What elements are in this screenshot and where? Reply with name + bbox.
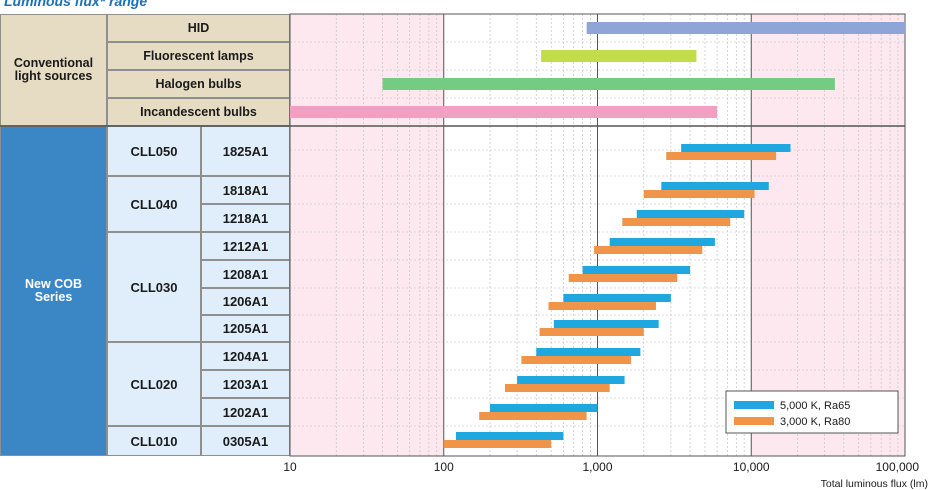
cob-bar-3000k-1: [643, 190, 755, 198]
model-1212a1: 1212A1: [201, 232, 290, 260]
conv-label-incandescent: Incandescent bulbs: [107, 98, 290, 126]
conv-bar-3: [290, 106, 718, 118]
cob-bar-5000k-3: [609, 238, 715, 246]
x-tick-label: 1,000: [582, 460, 612, 474]
legend-swatch-0: [734, 401, 774, 409]
cob-bar-3000k-0: [666, 152, 777, 160]
model-1208a1: 1208A1: [201, 260, 290, 288]
model-1202a1: 1202A1: [201, 398, 290, 426]
family-cll010: CLL010: [107, 426, 201, 456]
conv-bar-2: [382, 78, 835, 90]
cob-bar-3000k-8: [504, 384, 610, 392]
family-cll020: CLL020: [107, 342, 201, 426]
cob-bar-5000k-10: [455, 432, 564, 440]
family-cll050: CLL050: [107, 126, 201, 176]
group-label-conventional: Conventional light sources: [0, 14, 107, 126]
cob-bar-5000k-2: [636, 210, 745, 218]
conv-bar-0: [586, 22, 905, 34]
cob-bar-3000k-9: [479, 412, 587, 420]
family-cll030: CLL030: [107, 232, 201, 342]
family-cll040: CLL040: [107, 176, 201, 232]
conv-label-halogen: Halogen bulbs: [107, 70, 290, 98]
cob-bar-5000k-0: [681, 144, 791, 152]
model-1204a1: 1204A1: [201, 342, 290, 370]
conv-label-hid: HID: [107, 14, 290, 42]
legend-label-1: 3,000 K, Ra80: [780, 416, 850, 428]
model-1818a1: 1818A1: [201, 176, 290, 204]
cob-bar-3000k-7: [521, 356, 631, 364]
model-1203a1: 1203A1: [201, 370, 290, 398]
cob-bar-3000k-10: [443, 440, 552, 448]
cob-bar-3000k-3: [594, 246, 703, 254]
x-axis-label: Total luminous flux (lm): [821, 478, 928, 490]
cob-bar-3000k-5: [548, 302, 656, 310]
cob-bar-3000k-2: [622, 218, 731, 226]
group-label-cob: New COB Series: [0, 126, 107, 456]
model-1825a1: 1825A1: [201, 126, 290, 176]
legend-swatch-1: [734, 417, 774, 425]
cob-bar-5000k-9: [490, 404, 598, 412]
cob-bar-5000k-6: [553, 320, 659, 328]
conv-bar-1: [541, 50, 697, 62]
legend-box: [725, 390, 899, 434]
x-tick-label: 100: [434, 460, 454, 474]
cob-bar-3000k-4: [568, 274, 678, 282]
model-1218a1: 1218A1: [201, 204, 290, 232]
model-1205a1: 1205A1: [201, 315, 290, 342]
x-tick-label: 10,000: [733, 460, 770, 474]
plot-frame: [289, 13, 906, 457]
legend-label-0: 5,000 K, Ra65: [780, 400, 850, 412]
cob-bar-5000k-4: [582, 266, 691, 274]
x-tick-label: 10: [283, 460, 297, 474]
chart-title: Luminous flux* range: [4, 0, 148, 9]
cob-bar-5000k-8: [517, 376, 625, 384]
x-tick-label: 100,000: [876, 460, 920, 474]
cob-bar-3000k-6: [539, 328, 644, 336]
cob-bar-5000k-7: [536, 348, 641, 356]
cob-bar-5000k-5: [563, 294, 671, 302]
model-0305a1: 0305A1: [201, 426, 290, 456]
cob-bar-5000k-1: [661, 182, 769, 190]
